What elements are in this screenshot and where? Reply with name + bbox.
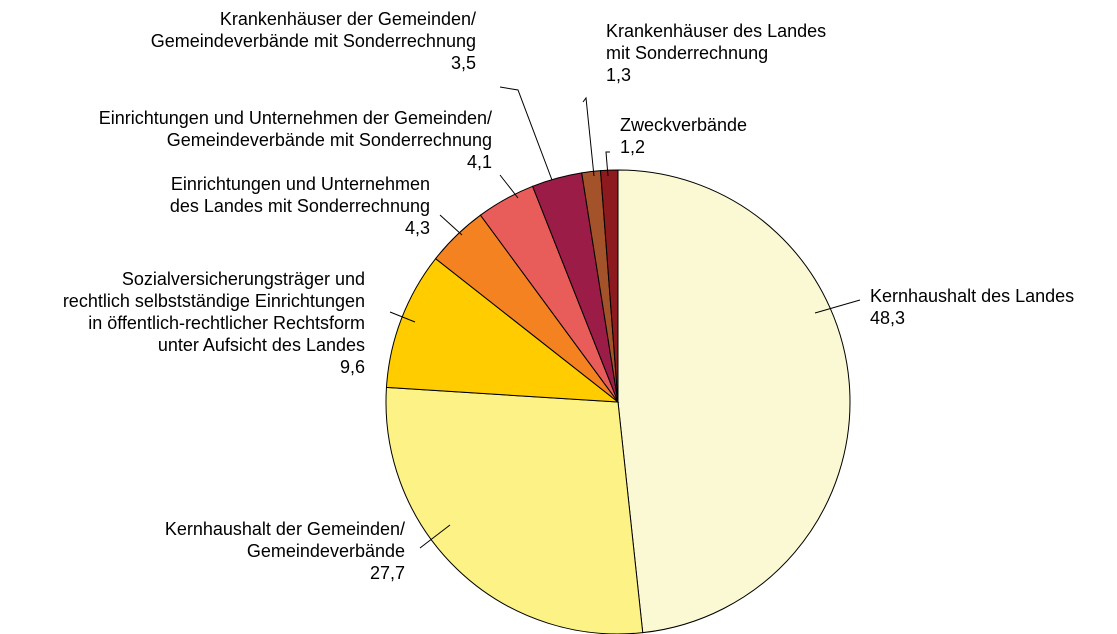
pie-slice [617, 169, 851, 634]
slice-label: Sozialversicherungsträger und rechtlich … [63, 268, 365, 378]
slice-label: Krankenhäuser des Landes mit Sonderrechn… [606, 20, 826, 86]
category-label: Sozialversicherungsträger und rechtlich … [62, 269, 365, 355]
category-label: Kernhaushalt der Gemeinden/ Gemeindeverb… [164, 519, 405, 561]
leader-line [814, 299, 861, 314]
slice-label: Krankenhäuser der Gemeinden/ Gemeindever… [151, 8, 476, 74]
pie-slice [385, 386, 644, 634]
category-label: Zweckverbände [620, 115, 748, 135]
value-label: 9,6 [339, 357, 365, 377]
leader-line [439, 214, 463, 236]
leader-line [499, 174, 519, 199]
value-label: 48,3 [870, 308, 906, 328]
category-label: Kernhaushalt des Landes [870, 286, 1075, 306]
pie-slice [599, 169, 619, 403]
leader-line [389, 311, 416, 323]
slice-label: Einrichtungen und Unternehmen der Gemein… [99, 107, 492, 173]
value-label: 1,2 [620, 137, 646, 157]
category-label: Einrichtungen und Unternehmen des Landes… [169, 174, 430, 216]
leader-line [582, 96, 595, 177]
value-label: 1,3 [606, 65, 632, 85]
leader-line [499, 86, 553, 181]
slice-label: Kernhaushalt des Landes 48,3 [870, 285, 1074, 329]
value-label: 3,5 [450, 53, 476, 73]
value-label: 4,1 [466, 152, 492, 172]
slice-label: Zweckverbände 1,2 [620, 114, 747, 158]
slice-label: Einrichtungen und Unternehmen des Landes… [170, 173, 430, 239]
slice-label: Kernhaushalt der Gemeinden/ Gemeindeverb… [165, 518, 405, 584]
category-label: Einrichtungen und Unternehmen der Gemein… [98, 108, 492, 150]
category-label: Krankenhäuser der Gemeinden/ Gemeindever… [150, 9, 476, 51]
pie-slice [385, 257, 620, 403]
category-label: Krankenhäuser des Landes mit Sonderrechn… [606, 21, 827, 63]
value-label: 27,7 [369, 563, 405, 583]
leader-line [605, 151, 610, 177]
value-label: 4,3 [404, 218, 430, 238]
leader-line [419, 524, 451, 549]
